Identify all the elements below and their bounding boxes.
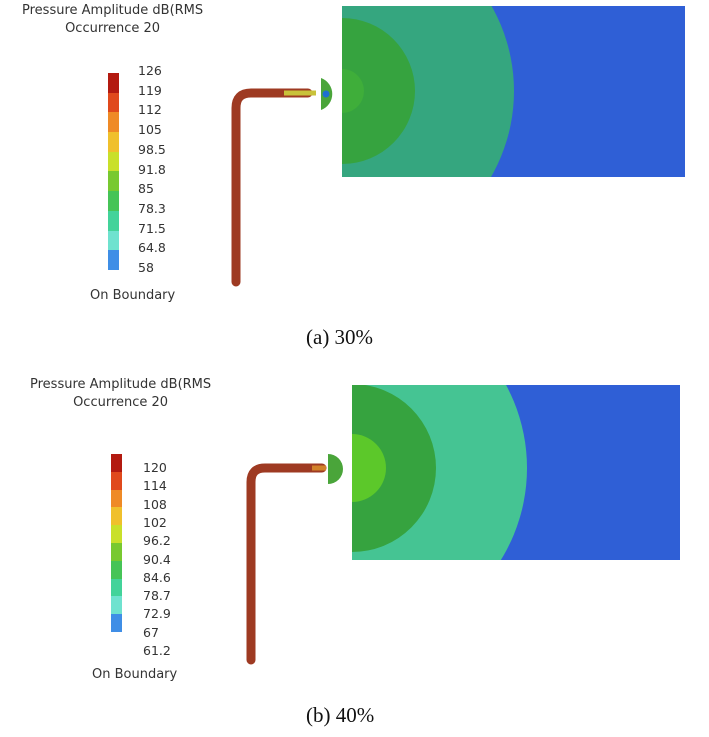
color-scale-segment <box>108 132 119 152</box>
color-scale-tick-label: 71.5 <box>138 220 166 236</box>
pipe-body <box>231 88 313 287</box>
panel-40-percent: Pressure Amplitude dB(RMS Occurrence 20 … <box>0 372 709 737</box>
color-scale-bar <box>108 73 119 270</box>
color-scale-segment <box>108 92 119 113</box>
near-field-region <box>352 385 436 552</box>
color-scale-tick-label: 67 <box>143 624 159 640</box>
color-scale-segment <box>111 560 122 579</box>
color-scale-segment <box>111 614 122 632</box>
legend-title-line1: Pressure Amplitude dB(RMS <box>22 3 204 18</box>
caption: (a) 30% <box>306 325 374 349</box>
color-scale-tick-label: 64.8 <box>138 240 166 256</box>
color-scale-tick-label: 91.8 <box>138 161 166 177</box>
pressure-field-scene <box>246 385 680 665</box>
source-region <box>352 434 386 502</box>
color-scale-tick-label: 61.2 <box>143 643 171 658</box>
color-scale-segment <box>111 578 122 597</box>
color-scale-segment <box>108 73 119 93</box>
on-boundary-label: On Boundary <box>90 288 176 303</box>
panel-30-percent: Pressure Amplitude dB(RMS Occurrence 20 … <box>0 0 709 368</box>
color-scale-segment <box>108 250 119 270</box>
speaker-center-icon <box>322 90 330 98</box>
color-scale-segment <box>108 151 119 172</box>
legend-title: Pressure Amplitude dB(RMS Occurrence 20 <box>22 2 203 38</box>
color-scale-tick-label: 114 <box>143 478 167 494</box>
source-region <box>342 69 364 113</box>
near-field-region <box>342 18 415 164</box>
speaker-head <box>328 454 343 484</box>
color-scale-tick-label: 102 <box>143 514 167 530</box>
legend-title-line2: Occurrence 20 <box>73 395 169 410</box>
color-scale-tick-label: 78.7 <box>143 588 171 604</box>
color-scale-segment <box>108 230 119 251</box>
color-scale-segment <box>111 525 122 543</box>
color-scale-tick-label: 119 <box>138 82 162 98</box>
color-scale-bar <box>111 454 122 632</box>
color-scale-tick-label: 126 <box>138 63 162 78</box>
on-boundary-label: On Boundary <box>92 667 178 682</box>
legend-title-line1: Pressure Amplitude dB(RMS <box>30 377 212 392</box>
color-scale-segment <box>111 489 122 508</box>
color-scale-tick-label: 72.9 <box>143 606 171 622</box>
legend-title: Pressure Amplitude dB(RMS Occurrence 20 <box>30 376 211 412</box>
color-scale-tick-label: 84.6 <box>143 569 171 585</box>
color-scale-tick-label: 85 <box>138 181 154 197</box>
pressure-field-scene <box>231 6 685 287</box>
color-scale-tick-label: 112 <box>138 102 162 118</box>
color-scale-tick-label: 98.5 <box>138 141 166 157</box>
color-scale-tick-label: 96.2 <box>143 533 171 549</box>
color-scale-segment <box>111 471 122 490</box>
color-scale-segment <box>108 191 119 211</box>
color-scale-tick-label: 105 <box>138 122 162 138</box>
pipe-body <box>246 463 327 665</box>
color-scale-tick-label: 78.3 <box>138 200 166 216</box>
color-scale-segment <box>108 112 119 133</box>
color-scale-tick-label: 58 <box>138 260 154 275</box>
legend-title-line2: Occurrence 20 <box>65 21 161 36</box>
color-scale-segment <box>108 210 119 231</box>
color-scale-tick-label: 120 <box>143 460 167 475</box>
color-scale-segment <box>111 454 122 472</box>
color-scale-segment <box>111 542 122 561</box>
color-scale-segment <box>108 171 119 192</box>
color-scale-segment <box>111 507 122 526</box>
color-scale-tick-label: 90.4 <box>143 551 171 567</box>
color-scale-segment <box>111 596 122 615</box>
color-scale-tick-label: 108 <box>143 496 167 512</box>
caption: (b) 40% <box>306 703 375 727</box>
